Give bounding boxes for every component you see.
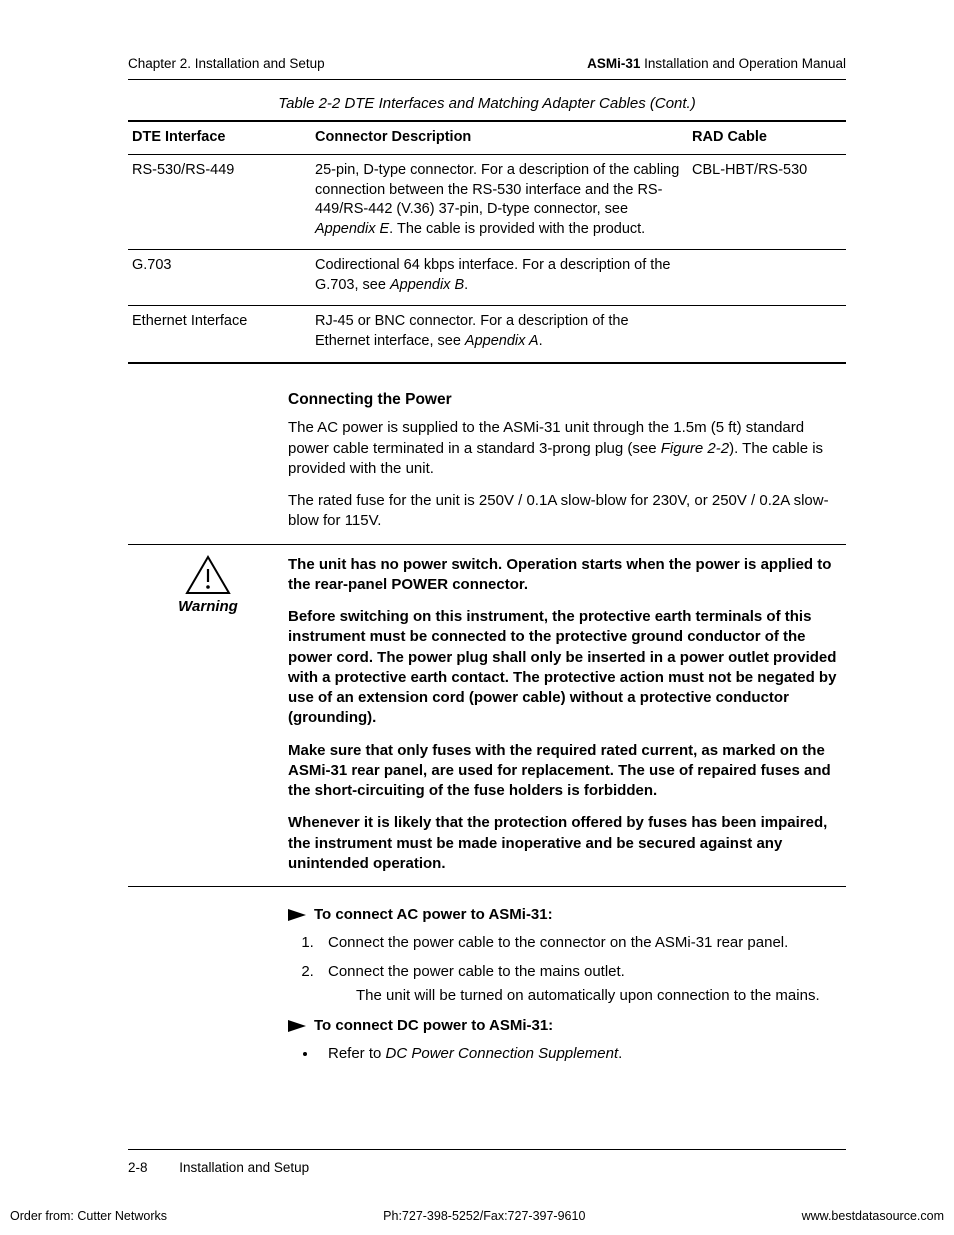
col-connector-desc: Connector Description <box>311 121 688 154</box>
proc-step: Connect the power cable to the connector… <box>318 933 846 953</box>
cell-cable <box>688 306 846 363</box>
header-doc-title: Installation and Operation Manual <box>640 56 846 71</box>
footer: 2-8 Installation and Setup <box>128 1159 309 1177</box>
power-section: Connecting the Power The AC power is sup… <box>288 390 846 532</box>
arrow-icon <box>288 1020 306 1032</box>
warning-para: The unit has no power switch. Operation … <box>288 555 846 596</box>
desc-text: Codirectional 64 kbps interface. For a d… <box>315 257 670 293</box>
body-text: Refer to <box>328 1045 386 1062</box>
figure-ref: Figure 2-2 <box>661 440 729 457</box>
proc-step-text: Connect the power cable to the mains out… <box>328 963 625 980</box>
footer-section: Installation and Setup <box>179 1160 309 1175</box>
proc-bullet: Refer to DC Power Connection Supplement. <box>318 1044 846 1064</box>
warning-block: Warning The unit has no power switch. Op… <box>128 544 846 888</box>
cell-desc: 25-pin, D-type connector. For a descript… <box>311 155 688 250</box>
warning-text: The unit has no power switch. Operation … <box>288 555 846 875</box>
table-row: Ethernet Interface RJ-45 or BNC connecto… <box>128 306 846 363</box>
arrow-icon <box>288 909 306 921</box>
warning-para: Make sure that only fuses with the requi… <box>288 741 846 802</box>
page-number: 2-8 <box>128 1160 148 1175</box>
desc-ref: Appendix E <box>315 221 389 237</box>
col-rad-cable: RAD Cable <box>688 121 846 154</box>
desc-text: . The cable is provided with the product… <box>389 221 645 237</box>
cell-cable <box>688 250 846 306</box>
warning-para: Whenever it is likely that the protectio… <box>288 813 846 874</box>
power-p2: The rated fuse for the unit is 250V / 0.… <box>288 491 846 532</box>
warning-label: Warning <box>128 597 288 617</box>
desc-ref: Appendix B <box>390 277 464 293</box>
table-row: RS-530/RS-449 25-pin, D-type connector. … <box>128 155 846 250</box>
cell-iface: Ethernet Interface <box>128 306 311 363</box>
power-p1: The AC power is supplied to the ASMi-31 … <box>288 418 846 479</box>
proc-sub: The unit will be turned on automatically… <box>356 986 846 1006</box>
proc-step: Connect the power cable to the mains out… <box>318 962 846 1007</box>
footer-rule <box>128 1149 846 1150</box>
proc-dc-title: To connect DC power to ASMi-31: <box>288 1016 846 1036</box>
desc-text: 25-pin, D-type connector. For a descript… <box>315 162 679 217</box>
header-product: ASMi-31 <box>587 56 640 71</box>
table-row: G.703 Codirectional 64 kbps interface. F… <box>128 250 846 306</box>
power-heading: Connecting the Power <box>288 390 846 411</box>
order-phone: Ph:727-398-5252/Fax:727-397-9610 <box>383 1208 585 1225</box>
cell-iface: RS-530/RS-449 <box>128 155 311 250</box>
cell-desc: Codirectional 64 kbps interface. For a d… <box>311 250 688 306</box>
doc-ref: DC Power Connection Supplement <box>386 1045 619 1062</box>
col-dte-interface: DTE Interface <box>128 121 311 154</box>
desc-text: . <box>464 277 468 293</box>
order-line: Order from: Cutter Networks Ph:727-398-5… <box>10 1208 944 1225</box>
procedures: To connect AC power to ASMi-31: Connect … <box>288 905 846 1065</box>
body-text: . <box>618 1045 622 1062</box>
proc-ac-steps: Connect the power cable to the connector… <box>318 933 846 1006</box>
cell-cable: CBL-HBT/RS-530 <box>688 155 846 250</box>
proc-ac-title: To connect AC power to ASMi-31: <box>288 905 846 925</box>
order-url: www.bestdatasource.com <box>802 1208 944 1225</box>
dte-table: DTE Interface Connector Description RAD … <box>128 120 846 363</box>
header-left: Chapter 2. Installation and Setup <box>128 55 325 73</box>
desc-text: . <box>539 333 543 349</box>
warning-icon <box>185 555 231 595</box>
table-caption: Table 2-2 DTE Interfaces and Matching Ad… <box>128 94 846 114</box>
desc-ref: Appendix A <box>465 333 539 349</box>
proc-title-text: To connect AC power to ASMi-31: <box>314 905 553 925</box>
order-from: Order from: Cutter Networks <box>10 1208 167 1225</box>
proc-dc-list: Refer to DC Power Connection Supplement. <box>318 1044 846 1064</box>
header-right: ASMi-31 Installation and Operation Manua… <box>587 55 846 73</box>
warning-gutter: Warning <box>128 555 288 875</box>
page: Chapter 2. Installation and Setup ASMi-3… <box>0 0 954 1235</box>
cell-iface: G.703 <box>128 250 311 306</box>
warning-para: Before switching on this instrument, the… <box>288 607 846 729</box>
proc-title-text: To connect DC power to ASMi-31: <box>314 1016 553 1036</box>
page-header: Chapter 2. Installation and Setup ASMi-3… <box>128 55 846 80</box>
cell-desc: RJ-45 or BNC connector. For a descriptio… <box>311 306 688 363</box>
